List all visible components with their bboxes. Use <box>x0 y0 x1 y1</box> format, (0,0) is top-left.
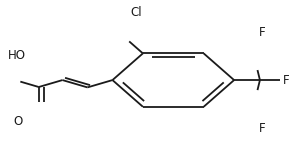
Text: F: F <box>258 26 265 39</box>
Text: HO: HO <box>8 49 26 62</box>
Text: O: O <box>14 115 23 128</box>
Text: Cl: Cl <box>131 6 142 19</box>
Text: F: F <box>258 122 265 135</box>
Text: F: F <box>283 74 289 87</box>
